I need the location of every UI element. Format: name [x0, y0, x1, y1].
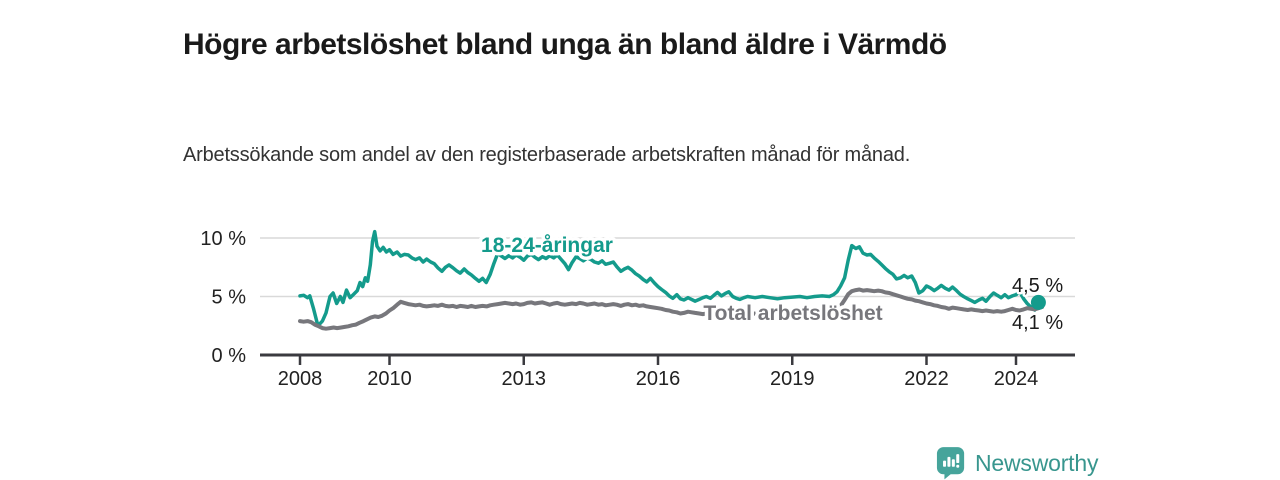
series-line-total	[298, 287, 1044, 331]
x-axis-tick-label: 2024	[994, 368, 1039, 390]
newsworthy-logo: Newsworthy	[936, 446, 1098, 480]
x-axis-tick-label: 2019	[770, 368, 815, 390]
page-subtitle: Arbetssökande som andel av den registerb…	[183, 144, 911, 166]
x-axis-tick-label: 2010	[367, 368, 412, 390]
brand-name: Newsworthy	[975, 449, 1099, 476]
y-axis-tick-label: 5 %	[212, 287, 247, 309]
chart-annotations: 18-24-åringar Total arbetslöshet 4,5 % 4…	[478, 231, 1066, 337]
newsworthy-icon	[936, 447, 965, 480]
series-end-dot	[1030, 294, 1046, 310]
x-axis-tick-label: 2008	[278, 368, 323, 390]
x-axis-tick-label: 2016	[636, 368, 681, 390]
plot-area: 0 % 5 % 10 % 2008 2010 2013 2016 2019 2022 2024	[200, 228, 1075, 390]
y-axis-tick-label: 0 %	[212, 345, 247, 367]
x-axis-tick-label: 2022	[904, 368, 949, 390]
series-label-young: 18-24-åringar	[481, 234, 613, 257]
end-value-young: 4,5 %	[1012, 275, 1063, 297]
end-value-total: 4,1 %	[1012, 312, 1063, 334]
page-title: Högre arbetslöshet bland unga än bland ä…	[183, 28, 947, 62]
series-line-young	[298, 229, 1041, 328]
x-axis-tick-label: 2013	[502, 368, 547, 390]
series-label-total: Total arbetslöshet	[703, 302, 882, 325]
y-axis-tick-label: 10 %	[200, 228, 246, 250]
